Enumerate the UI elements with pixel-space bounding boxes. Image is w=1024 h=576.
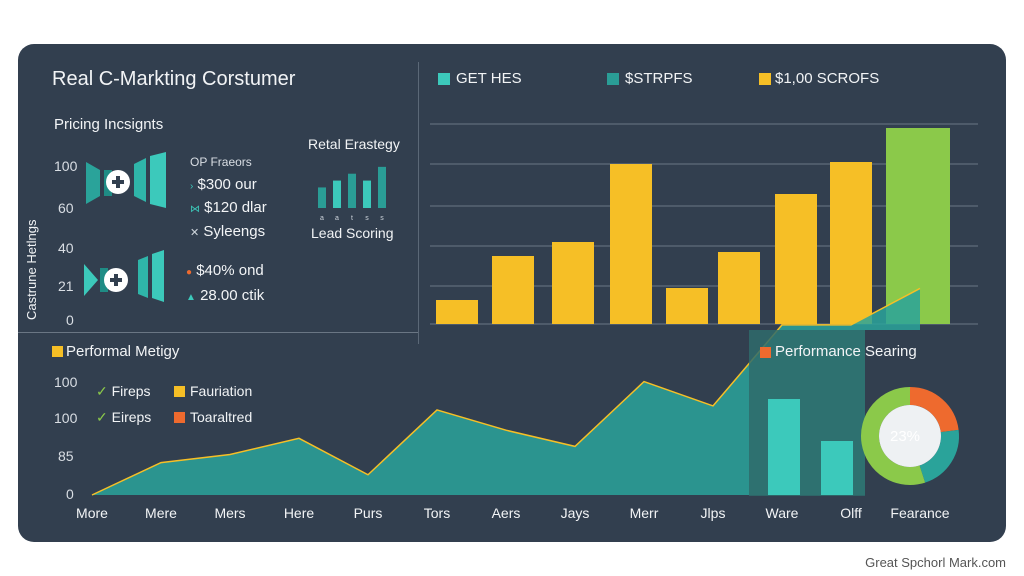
x-tick-label: Merr [629, 505, 659, 521]
main-chart [91, 123, 995, 496]
pricing-item-text: 28.00 ctik [200, 287, 265, 304]
legend-label: Eireps [111, 409, 152, 425]
x-tick-label: More [76, 505, 108, 521]
y-tick: 100 [54, 374, 78, 390]
bar [610, 164, 652, 324]
pricing-item: ✕ Syleengs [190, 223, 265, 240]
perf-bar [821, 441, 853, 495]
y-tick: 40 [58, 240, 74, 256]
pricing-item-text: Syleengs [203, 223, 266, 240]
mini-tick: a [320, 215, 324, 222]
donut-slice [919, 429, 959, 483]
legend-swatch [607, 73, 619, 85]
legend-label: GET HES [456, 70, 522, 87]
donut-center [879, 405, 941, 467]
pricing-heading: Pricing Incsignts [54, 116, 164, 133]
pricing-item-text: $120 dlar [204, 199, 267, 216]
pricing-item: ▲ 28.00 ctik [186, 287, 264, 304]
mini-tick: s [365, 215, 369, 222]
funnel-graphics [84, 152, 166, 302]
page-title: Real C-Markting Corstumer [52, 68, 296, 90]
perf-title: Performance Searing [775, 343, 917, 360]
donut-slice [861, 387, 926, 485]
y-tick: 21 [58, 278, 74, 294]
pricing-item: › $300 our [190, 176, 257, 193]
pricing-item-text: $300 our [197, 176, 257, 193]
y-tick: 85 [58, 448, 74, 464]
mini-bar [378, 166, 386, 208]
area-fill [92, 288, 920, 495]
y-tick: 100 [54, 410, 78, 426]
mini-bar [333, 180, 341, 208]
heading-marker [52, 346, 63, 357]
y-tick: 60 [58, 200, 74, 216]
arrow-icon: › [190, 181, 194, 192]
mini-tick: a [335, 215, 339, 222]
bar [552, 242, 594, 324]
y-tick: 0 [66, 312, 74, 328]
legend-swatch [438, 73, 450, 85]
area-line [91, 287, 921, 496]
legend-label: Toaraltred [190, 409, 253, 425]
x-tick-label: Tors [423, 505, 451, 521]
check-icon: ✓ [96, 383, 108, 399]
mini-bar [348, 173, 356, 208]
legend-swatch [174, 386, 185, 397]
y-tick: 100 [54, 158, 78, 174]
x-tick-label: Fearance [890, 505, 950, 521]
bowtie-icon: ⋈ [190, 204, 200, 215]
dashboard-panel: Real C-Markting Corstumer Pricing Incsig… [18, 44, 1006, 542]
pricing-header: OP Fraeors [190, 155, 252, 169]
x-tick-label: Jlps [700, 505, 726, 521]
pricing-item: ⋈ $120 dlar [190, 199, 267, 216]
legend-label: Fireps [111, 383, 151, 399]
retail-title: Retal Erastegy [308, 136, 400, 152]
x-tick-label: Olff [840, 505, 862, 521]
performance-heading: Performal Metigy [66, 343, 180, 360]
bar [492, 256, 534, 324]
watermark-text: Great Spchorl Mark.com [865, 555, 1006, 570]
x-tick-label: Ware [765, 505, 799, 521]
mini-tick: t [351, 215, 353, 222]
bar [830, 162, 872, 324]
mini-bar [318, 187, 326, 208]
check-icon: ✓ [96, 409, 108, 425]
divider-vertical [418, 62, 419, 344]
cross-icon: ✕ [190, 227, 200, 239]
bar [436, 300, 478, 324]
donut-slice [909, 387, 959, 433]
pricing-item: ● $40% ond [186, 262, 264, 279]
legend-swatch [174, 412, 185, 423]
arrow-icon: ▲ [186, 292, 196, 303]
x-tick-label: Mers [214, 505, 246, 521]
x-tick-label: Here [283, 505, 315, 521]
y-tick: 0 [66, 486, 74, 502]
divider-horizontal [18, 332, 418, 333]
x-tick-label: Jays [560, 505, 590, 521]
legend-swatch [759, 73, 771, 85]
legend-label: $1,00 SCROFS [775, 70, 880, 87]
mini-bar [363, 180, 371, 208]
legend-item: ✓ Eireps [96, 409, 151, 426]
mini-tick: s [380, 215, 384, 222]
x-tick-label: Mere [145, 505, 177, 521]
legend-label: Fauriation [190, 383, 253, 399]
lead-label: Lead Scoring [311, 225, 394, 241]
bar [775, 194, 817, 324]
pricing-item-text: $40% ond [196, 262, 264, 279]
x-tick-label: Aers [491, 505, 521, 521]
perf-marker [760, 347, 771, 358]
legend-item: ✓ Fireps [96, 383, 151, 400]
x-tick-label: Purs [353, 505, 383, 521]
arrow-icon: ● [186, 267, 193, 278]
legend-label: $STRPFS [625, 70, 693, 87]
donut-label: 23% [890, 428, 921, 445]
bar [718, 252, 760, 324]
bar [666, 288, 708, 324]
perf-bar [768, 399, 800, 495]
